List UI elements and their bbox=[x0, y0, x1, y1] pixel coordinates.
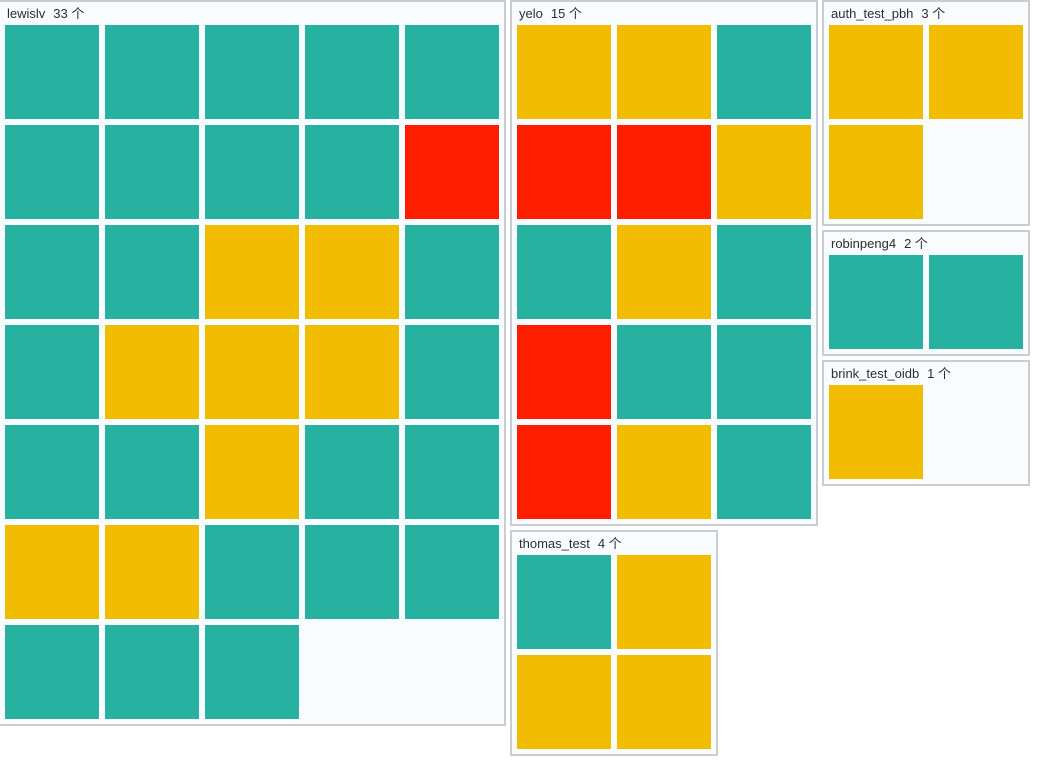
status-tile-warn[interactable] bbox=[617, 555, 711, 649]
status-tile-warn[interactable] bbox=[617, 425, 711, 519]
status-tile-ok[interactable] bbox=[305, 525, 399, 619]
status-tile-ok[interactable] bbox=[105, 425, 199, 519]
status-tile-ok[interactable] bbox=[5, 325, 99, 419]
group-count: 3 个 bbox=[921, 6, 946, 21]
group-header: auth_test_pbh 3 个 bbox=[831, 6, 945, 22]
group-count: 33 个 bbox=[53, 6, 85, 21]
status-tile-ok[interactable] bbox=[205, 125, 299, 219]
group-header: thomas_test 4 个 bbox=[519, 536, 622, 552]
status-tile-ok[interactable] bbox=[5, 625, 99, 719]
status-tile-warn[interactable] bbox=[617, 25, 711, 119]
status-tile-error[interactable] bbox=[405, 125, 499, 219]
group-lewislv: lewislv 33 个 bbox=[0, 0, 506, 726]
group-name: robinpeng4 bbox=[831, 236, 897, 251]
status-tile-ok[interactable] bbox=[5, 225, 99, 319]
status-tile-warn[interactable] bbox=[205, 325, 299, 419]
status-tile-warn[interactable] bbox=[205, 225, 299, 319]
status-tile-error[interactable] bbox=[517, 325, 611, 419]
group-count: 1 个 bbox=[927, 366, 952, 381]
group-name: yelo bbox=[519, 6, 543, 21]
group-name: lewislv bbox=[7, 6, 46, 21]
status-tile-ok[interactable] bbox=[717, 225, 811, 319]
status-tile-ok[interactable] bbox=[717, 325, 811, 419]
status-tile-ok[interactable] bbox=[305, 125, 399, 219]
group-header: yelo 15 个 bbox=[519, 6, 582, 22]
status-tile-ok[interactable] bbox=[305, 25, 399, 119]
status-tile-warn[interactable] bbox=[617, 655, 711, 749]
status-tile-ok[interactable] bbox=[717, 425, 811, 519]
status-tile-ok[interactable] bbox=[405, 425, 499, 519]
status-tile-ok[interactable] bbox=[517, 225, 611, 319]
group-robinpeng4: robinpeng4 2 个 bbox=[822, 230, 1030, 356]
status-tile-warn[interactable] bbox=[517, 655, 611, 749]
status-tile-ok[interactable] bbox=[617, 325, 711, 419]
group-header: brink_test_oidb 1 个 bbox=[831, 366, 951, 382]
status-tile-ok[interactable] bbox=[717, 25, 811, 119]
status-tile-warn[interactable] bbox=[829, 125, 923, 219]
group-header: lewislv 33 个 bbox=[7, 6, 84, 22]
status-tile-warn[interactable] bbox=[305, 325, 399, 419]
group-count: 15 个 bbox=[550, 6, 582, 21]
group-yelo: yelo 15 个 bbox=[510, 0, 818, 526]
status-tile-error[interactable] bbox=[517, 125, 611, 219]
status-tile-ok[interactable] bbox=[5, 425, 99, 519]
group-count: 2 个 bbox=[904, 236, 928, 251]
group-auth-test-pbh: auth_test_pbh 3 个 bbox=[822, 0, 1030, 226]
status-tile-warn[interactable] bbox=[929, 25, 1023, 119]
status-tile-warn[interactable] bbox=[829, 385, 923, 479]
status-tile-warn[interactable] bbox=[517, 25, 611, 119]
status-tile-ok[interactable] bbox=[105, 25, 199, 119]
status-tile-ok[interactable] bbox=[405, 325, 499, 419]
status-tile-ok[interactable] bbox=[5, 125, 99, 219]
group-name: auth_test_pbh bbox=[831, 6, 914, 21]
status-tile-warn[interactable] bbox=[829, 25, 923, 119]
group-count: 4 个 bbox=[597, 536, 622, 551]
status-tile-ok[interactable] bbox=[205, 25, 299, 119]
status-tile-ok[interactable] bbox=[305, 425, 399, 519]
status-tile-error[interactable] bbox=[517, 425, 611, 519]
group-brink-test-oidb: brink_test_oidb 1 个 bbox=[822, 360, 1030, 486]
status-tile-ok[interactable] bbox=[929, 255, 1023, 349]
status-tile-warn[interactable] bbox=[717, 125, 811, 219]
status-tile-ok[interactable] bbox=[205, 525, 299, 619]
status-tile-ok[interactable] bbox=[405, 525, 499, 619]
status-tile-ok[interactable] bbox=[405, 225, 499, 319]
status-tile-ok[interactable] bbox=[829, 255, 923, 349]
status-tile-error[interactable] bbox=[617, 125, 711, 219]
status-tile-warn[interactable] bbox=[5, 525, 99, 619]
group-thomas-test: thomas_test 4 个 bbox=[510, 530, 718, 756]
status-tile-warn[interactable] bbox=[105, 525, 199, 619]
status-tile-ok[interactable] bbox=[105, 125, 199, 219]
status-tile-ok[interactable] bbox=[405, 25, 499, 119]
group-name: brink_test_oidb bbox=[831, 366, 920, 381]
status-tile-ok[interactable] bbox=[105, 625, 199, 719]
group-name: thomas_test bbox=[519, 536, 590, 551]
status-tile-warn[interactable] bbox=[617, 225, 711, 319]
status-tile-warn[interactable] bbox=[305, 225, 399, 319]
status-tile-ok[interactable] bbox=[5, 25, 99, 119]
status-tile-ok[interactable] bbox=[517, 555, 611, 649]
status-tile-warn[interactable] bbox=[105, 325, 199, 419]
status-tile-ok[interactable] bbox=[105, 225, 199, 319]
status-tile-ok[interactable] bbox=[205, 625, 299, 719]
group-header: robinpeng4 2 个 bbox=[831, 236, 928, 252]
status-tile-warn[interactable] bbox=[205, 425, 299, 519]
